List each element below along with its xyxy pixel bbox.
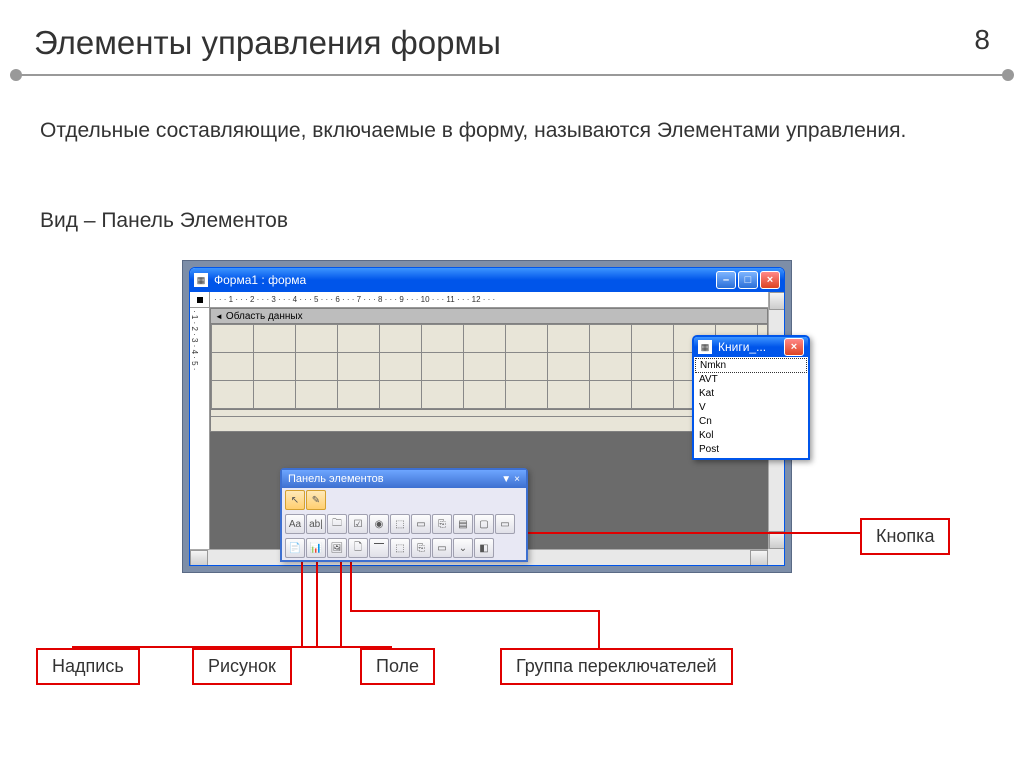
field-item[interactable]: Kat	[695, 387, 807, 401]
toolbox-panel[interactable]: Панель элементов ▼ × ↖ ✎ Aa ab| 🗀 ☑ ◉ ⬚ …	[280, 468, 528, 562]
window-title-text: Форма1 : форма	[214, 273, 306, 287]
subform-tool-button[interactable]: ⬚	[390, 538, 410, 558]
unbound-tool-button[interactable]: 📄	[285, 538, 305, 558]
callout-field: Поле	[360, 648, 435, 685]
form-icon: ▦	[194, 273, 208, 287]
vertical-ruler: · 1 · 2 · 3 · 4 · 5 ·	[190, 308, 210, 549]
leader-line	[512, 532, 862, 534]
intro-paragraph: Отдельные составляющие, включаемые в фор…	[40, 116, 940, 145]
toolbox-row-3: 📄 📊 🖼 🗋 ⎺ ⬚ ⎘ ▭ ⌄ ◧	[282, 536, 526, 560]
field-list-close-button[interactable]: ×	[784, 338, 804, 356]
checkbox-tool-button[interactable]: ⬚	[390, 514, 410, 534]
close-button[interactable]: ×	[760, 271, 780, 289]
maximize-button[interactable]: □	[738, 271, 758, 289]
activex-tool-button[interactable]: ◧	[474, 538, 494, 558]
pointer-tool-button[interactable]: ↖	[285, 490, 305, 510]
title-divider	[12, 74, 1012, 76]
field-item[interactable]: Cn	[695, 415, 807, 429]
button-tool-button[interactable]: ▭	[495, 514, 515, 534]
callout-image: Рисунок	[192, 648, 292, 685]
section-label: Область данных	[226, 311, 303, 322]
field-list-title: Книги_...	[718, 340, 766, 354]
ruler-corner	[190, 292, 210, 308]
field-list-titlebar[interactable]: ▦ Книги_... ×	[694, 337, 808, 357]
table-icon: ▦	[698, 340, 712, 354]
page-number: 8	[974, 24, 990, 56]
field-item[interactable]: Post	[695, 443, 807, 457]
field-item[interactable]: Nmkn	[695, 358, 807, 373]
callout-button: Кнопка	[860, 518, 950, 555]
toolbox-row-2: Aa ab| 🗀 ☑ ◉ ⬚ ▭ ⎘ ▤ ▢ ▭	[282, 512, 526, 536]
leader-line	[598, 610, 600, 650]
picture-tool-button[interactable]: 🖼	[327, 538, 347, 558]
leader-line	[350, 610, 600, 612]
horizontal-ruler: · · · 1 · · · 2 · · · 3 · · · 4 · · · 5 …	[210, 292, 768, 308]
tab-tool-button[interactable]: ⎺	[369, 538, 389, 558]
field-item[interactable]: V	[695, 401, 807, 415]
image-tool-button[interactable]: ▢	[474, 514, 494, 534]
optiongroup-tool-button[interactable]: 🗀	[327, 514, 347, 534]
line-tool-button[interactable]: ⎘	[411, 538, 431, 558]
callout-optiongroup: Группа переключателей	[500, 648, 733, 685]
toolbox-title-text: Панель элементов	[288, 473, 384, 485]
minimize-button[interactable]: –	[716, 271, 736, 289]
window-titlebar[interactable]: ▦ Форма1 : форма – □ ×	[190, 268, 784, 292]
field-list-window[interactable]: ▦ Книги_... × Nmkn AVT Kat V Cn Kol Post	[692, 335, 810, 460]
toolbox-close-icon[interactable]: ×	[514, 474, 520, 485]
slide-title: Элементы управления формы	[34, 24, 501, 62]
field-item[interactable]: AVT	[695, 373, 807, 387]
detail-section-header[interactable]: Область данных	[210, 308, 768, 324]
pagebreak-tool-button[interactable]: 🗋	[348, 538, 368, 558]
toggle-tool-button[interactable]: ☑	[348, 514, 368, 534]
textbox-tool-button[interactable]: ab|	[306, 514, 326, 534]
form-grid[interactable]	[210, 324, 768, 410]
menu-path-text: Вид – Панель Элементов	[40, 206, 288, 235]
field-list[interactable]: Nmkn AVT Kat V Cn Kol Post	[694, 357, 808, 458]
command-tool-button[interactable]: ▤	[453, 514, 473, 534]
field-item[interactable]: Kol	[695, 429, 807, 443]
more-tool-button[interactable]: ⌄	[453, 538, 473, 558]
option-tool-button[interactable]: ◉	[369, 514, 389, 534]
combobox-tool-button[interactable]: ▭	[411, 514, 431, 534]
callout-label: Надпись	[36, 648, 140, 685]
rect-tool-button[interactable]: ▭	[432, 538, 452, 558]
scroll-corner	[768, 549, 784, 565]
toolbox-dropdown-icon[interactable]: ▼	[501, 474, 511, 485]
toolbox-titlebar[interactable]: Панель элементов ▼ ×	[282, 470, 526, 488]
toolbox-row-1: ↖ ✎	[282, 488, 526, 512]
listbox-tool-button[interactable]: ⎘	[432, 514, 452, 534]
label-tool-button[interactable]: Aa	[285, 514, 305, 534]
wizard-tool-button[interactable]: ✎	[306, 490, 326, 510]
bound-tool-button[interactable]: 📊	[306, 538, 326, 558]
grid-footer-row	[210, 410, 768, 432]
